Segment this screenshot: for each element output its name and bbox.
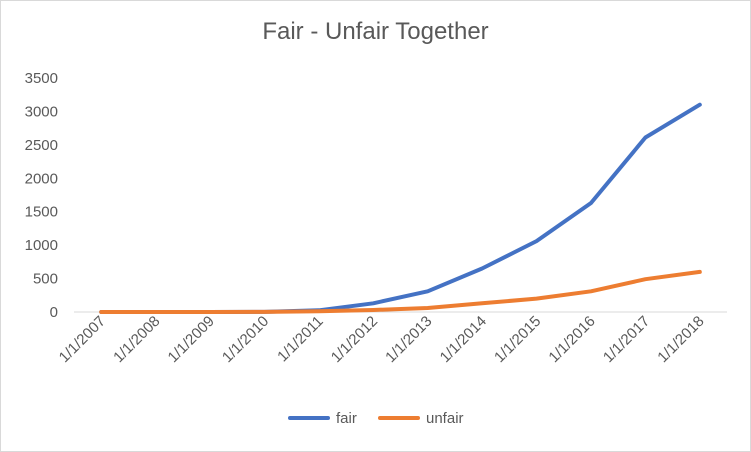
legend: fair unfair	[0, 408, 751, 428]
series-line-fair	[99, 102, 702, 314]
legend-swatch-unfair	[378, 416, 420, 420]
x-axis-ticks: 1/1/2007 1/1/2008 1/1/2009 1/1/2010 1/1/2011…	[56, 313, 708, 366]
legend-label-unfair: unfair	[426, 409, 464, 427]
x-tick-label: 1/1/2018	[654, 313, 707, 366]
y-tick-label: 1500	[25, 204, 58, 221]
x-tick-label: 1/1/2011	[274, 313, 327, 366]
y-tick-label: 3500	[25, 70, 58, 87]
y-axis-ticks: 0 500 1000 1500 2000 2500 3000 3500	[25, 70, 58, 321]
legend-label-fair: fair	[336, 409, 357, 427]
x-tick-label: 1/1/2010	[219, 313, 272, 366]
series-line-unfair	[99, 269, 702, 314]
y-tick-label: 500	[33, 271, 58, 288]
y-tick-label: 3000	[25, 103, 58, 120]
x-tick-label: 1/1/2015	[491, 313, 544, 366]
chart-title: Fair - Unfair Together	[262, 18, 489, 45]
x-tick-label: 1/1/2013	[382, 313, 435, 366]
x-tick-label: 1/1/2009	[165, 313, 218, 366]
legend-item-unfair: unfair	[378, 408, 464, 428]
x-tick-label: 1/1/2017	[600, 313, 653, 366]
y-tick-label: 0	[50, 304, 58, 321]
legend-swatch-fair	[288, 416, 330, 420]
x-tick-label: 1/1/2014	[437, 313, 490, 366]
x-tick-label: 1/1/2007	[56, 313, 109, 366]
x-tick-label: 1/1/2008	[110, 313, 163, 366]
y-tick-label: 2000	[25, 170, 58, 187]
series-lines	[99, 102, 702, 314]
y-tick-label: 2500	[25, 137, 58, 154]
x-tick-label: 1/1/2016	[545, 313, 598, 366]
legend-item-fair: fair	[288, 408, 357, 428]
x-tick-label: 1/1/2012	[328, 313, 381, 366]
y-tick-label: 1000	[25, 237, 58, 254]
